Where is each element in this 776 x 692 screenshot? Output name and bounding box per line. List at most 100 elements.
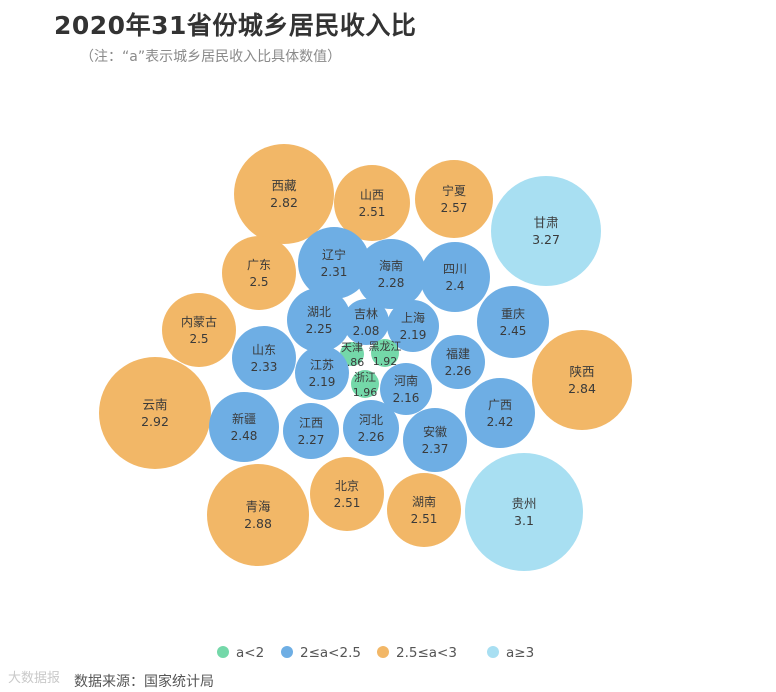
bubble-青海: 青海 2.88 <box>207 464 309 566</box>
legend-label: 2.5≤a<3 <box>396 645 457 661</box>
bubble-西藏: 西藏 2.82 <box>234 144 334 244</box>
bubble-value-label: 2.28 <box>378 276 405 290</box>
bubble-province-label: 海南 <box>379 258 403 273</box>
bubble-circle <box>283 403 339 459</box>
bubble-value-label: 2.26 <box>445 364 472 378</box>
bubble-广东: 广东 2.5 <box>222 236 296 310</box>
bubble-value-label: 2.57 <box>441 201 468 215</box>
bubble-province-label: 四川 <box>443 262 467 276</box>
bubble-value-label: 2.51 <box>411 512 438 526</box>
legend-label: a≥3 <box>506 645 534 661</box>
bubble-湖南: 湖南 2.51 <box>387 473 461 547</box>
bubble-value-label: 2.26 <box>358 430 385 444</box>
bubble-四川: 四川 2.4 <box>420 242 490 312</box>
bubble-上海: 上海 2.19 <box>387 300 439 352</box>
legend-label: a<2 <box>236 645 264 661</box>
bubble-circle <box>298 227 370 299</box>
bubble-value-label: 2.5 <box>189 332 208 346</box>
bubble-value-label: 2.92 <box>141 414 169 429</box>
bubble-circle <box>351 370 379 398</box>
bubble-province-label: 陕西 <box>569 364 594 379</box>
legend-item: 2≤a<2.5 <box>281 645 361 661</box>
bubble-云南: 云南 2.92 <box>99 357 211 469</box>
bubble-value-label: 2.19 <box>400 328 427 342</box>
legend-marker <box>217 646 229 658</box>
bubble-贵州: 贵州 3.1 <box>465 453 583 571</box>
bubble-circle <box>387 473 461 547</box>
bubble-circle <box>343 400 399 456</box>
bubble-province-label: 上海 <box>401 310 425 325</box>
bubble-value-label: 2.48 <box>231 429 258 443</box>
bubble-province-label: 广西 <box>488 398 512 412</box>
bubble-宁夏: 宁夏 2.57 <box>415 160 493 238</box>
bubble-circle <box>403 408 467 472</box>
bubble-province-label: 江西 <box>299 416 323 430</box>
bubble-province-label: 内蒙古 <box>181 314 217 329</box>
legend-item: a<2 <box>217 645 264 661</box>
legend-marker <box>377 646 389 658</box>
bubble-circle <box>431 335 485 389</box>
bubble-value-label: 2.25 <box>306 322 333 336</box>
bubble-province-label: 重庆 <box>501 307 525 321</box>
bubble-value-label: 1.96 <box>353 386 378 399</box>
bubble-circle <box>334 165 410 241</box>
bubble-province-label: 吉林 <box>354 307 378 321</box>
bubble-circle <box>380 363 432 415</box>
bubble-value-label: 3.27 <box>532 232 560 247</box>
bubble-province-label: 湖南 <box>412 494 436 509</box>
bubble-circle <box>477 286 549 358</box>
bubble-黑龙江: 黑龙江 1.92 <box>369 339 402 368</box>
legend-marker <box>281 646 293 658</box>
bubble-circle <box>99 357 211 469</box>
bubble-江西: 江西 2.27 <box>283 403 339 459</box>
bubble-province-label: 天津 <box>341 341 363 354</box>
bubble-circle <box>340 342 364 366</box>
bubble-circle <box>420 242 490 312</box>
bubble-value-label: 2.31 <box>321 265 348 279</box>
bubble-province-label: 宁夏 <box>442 183 466 198</box>
bubble-province-label: 山西 <box>360 188 384 202</box>
bubble-circle <box>491 176 601 286</box>
bubble-河南: 河南 2.16 <box>380 363 432 415</box>
watermark: 大数据报 <box>8 671 61 686</box>
bubble-province-label: 广东 <box>247 258 271 272</box>
bubble-circle <box>295 346 349 400</box>
bubble-circle <box>232 326 296 390</box>
bubble-value-label: 2.42 <box>487 415 514 429</box>
bubble-山东: 山东 2.33 <box>232 326 296 390</box>
bubble-value-label: 2.08 <box>353 324 380 338</box>
bubble-circle <box>371 339 399 367</box>
bubble-province-label: 新疆 <box>232 411 256 426</box>
bubble-广西: 广西 2.42 <box>465 378 535 448</box>
bubble-circle <box>465 453 583 571</box>
bubble-province-label: 西藏 <box>271 178 297 193</box>
bubble-value-label: 2.51 <box>359 205 386 219</box>
bubble-天津: 天津1.86 <box>340 341 365 369</box>
bubble-circle <box>387 300 439 352</box>
bubble-陕西: 陕西 2.84 <box>532 330 632 430</box>
bubble-吉林: 吉林 2.08 <box>343 299 389 345</box>
bubble-circle <box>209 392 279 462</box>
bubble-内蒙古: 内蒙古 2.5 <box>162 293 236 367</box>
bubble-value-label: 2.88 <box>244 516 272 531</box>
bubble-province-label: 山东 <box>252 343 276 357</box>
bubble-value-label: 2.33 <box>251 360 278 374</box>
bubble-circle <box>465 378 535 448</box>
bubble-value-label: 2.27 <box>298 433 325 447</box>
bubble-重庆: 重庆 2.45 <box>477 286 549 358</box>
bubble-北京: 北京 2.51 <box>310 457 384 531</box>
bubble-province-label: 河南 <box>394 373 418 388</box>
bubble-山西: 山西 2.51 <box>334 165 410 241</box>
legend-label: 2≤a<2.5 <box>300 645 361 661</box>
legend: a<2 2≤a<2.5 2.5≤a<3 a≥3 <box>217 645 534 661</box>
bubble-circle <box>287 288 351 352</box>
bubble-circle <box>343 299 389 345</box>
bubble-安徽: 安徽 2.37 <box>403 408 467 472</box>
bubble-辽宁: 辽宁 2.31 <box>298 227 370 299</box>
bubble-海南: 海南 2.28 <box>356 239 426 309</box>
legend-item: 2.5≤a<3 <box>377 645 457 661</box>
bubble-province-label: 云南 <box>142 397 167 412</box>
bubble-province-label: 浙江 <box>354 371 376 384</box>
bubble-value-label: 2.5 <box>249 275 268 289</box>
